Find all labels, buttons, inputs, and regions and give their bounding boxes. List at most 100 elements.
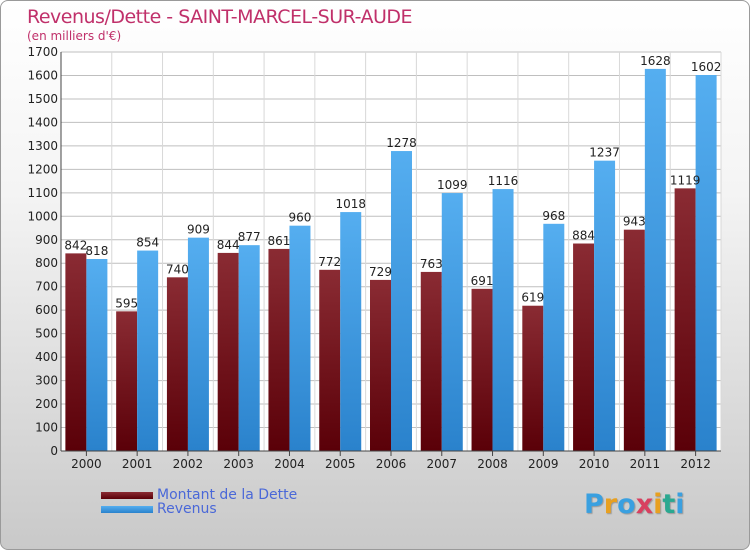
proxiti-logo: Proxiti (584, 489, 685, 520)
bar-dette (268, 248, 290, 451)
legend-swatch-dette (101, 491, 153, 499)
data-label: 1119 (670, 173, 701, 187)
data-label: 763 (420, 257, 443, 271)
logo-letter: i (675, 489, 685, 520)
data-label: 1602 (691, 60, 722, 74)
data-label: 1116 (488, 174, 519, 188)
bar-dette (420, 271, 442, 451)
chart-title: Revenus/Dette - SAINT-MARCEL-SUR-AUDE (27, 6, 413, 28)
bar-dette (522, 305, 544, 451)
data-label: 884 (572, 229, 595, 243)
bar-revenus (695, 75, 717, 452)
y-tick-label: 1100 (27, 186, 58, 200)
data-label: 854 (136, 236, 159, 250)
bar-dette (370, 279, 391, 451)
bar-dette (116, 311, 138, 451)
x-tick-label: 2004 (274, 457, 305, 471)
y-tick-label: 1600 (27, 68, 58, 82)
logo-letter: r (603, 489, 618, 520)
y-tick-label: 600 (35, 303, 58, 317)
bar-dette (319, 269, 341, 451)
y-tick-label: 1500 (27, 92, 58, 106)
x-tick-label: 2009 (528, 457, 559, 471)
x-tick-label: 2005 (325, 457, 356, 471)
x-tick-label: 2010 (579, 457, 610, 471)
data-label: 691 (471, 274, 494, 288)
data-label: 1628 (640, 54, 671, 68)
x-tick-label: 2011 (630, 457, 661, 471)
bar-revenus (644, 68, 666, 451)
data-label: 877 (238, 230, 261, 244)
data-label: 772 (318, 255, 341, 269)
data-label: 1099 (437, 178, 468, 192)
y-tick-label: 1700 (27, 45, 58, 59)
logo-letter: o (617, 489, 636, 520)
y-tick-label: 1400 (27, 115, 58, 129)
y-tick-label: 500 (35, 327, 58, 341)
y-tick-label: 100 (35, 421, 58, 435)
y-tick-label: 200 (35, 397, 58, 411)
data-label: 943 (623, 215, 646, 229)
bar-revenus (238, 245, 260, 451)
data-label: 740 (166, 262, 189, 276)
x-tick-label: 2008 (477, 457, 508, 471)
bar-dette (623, 229, 645, 451)
y-tick-label: 300 (35, 374, 58, 388)
bar-revenus (137, 250, 159, 451)
x-tick-label: 2006 (376, 457, 407, 471)
data-label: 861 (268, 234, 291, 248)
bar-dette (674, 188, 696, 451)
legend-label-revenus: Revenus (157, 501, 217, 517)
y-tick-label: 400 (35, 350, 58, 364)
data-label: 909 (187, 223, 210, 237)
bar-revenus (340, 212, 362, 451)
data-label: 729 (369, 265, 392, 279)
bar-dette (65, 253, 87, 451)
data-label: 960 (289, 211, 312, 225)
y-tick-label: 700 (35, 280, 58, 294)
bar-revenus (441, 193, 463, 452)
bar-revenus (86, 259, 108, 451)
y-tick-label: 900 (35, 233, 58, 247)
bar-revenus (492, 189, 514, 451)
legend-item-dette: Montant de la Dette (101, 487, 297, 503)
legend-item-revenus: Revenus (101, 501, 217, 517)
data-label: 1278 (386, 136, 417, 150)
bar-revenus (289, 225, 311, 451)
bar-dette (166, 277, 188, 451)
bar-dette (217, 252, 239, 451)
data-label: 968 (542, 209, 565, 223)
data-label: 818 (85, 244, 108, 258)
logo-letter: t (662, 489, 676, 520)
y-tick-label: 0 (50, 444, 58, 458)
y-tick-label: 800 (35, 256, 58, 270)
data-label: 1018 (335, 197, 366, 211)
logo-letter: i (653, 489, 663, 520)
bar-revenus (543, 223, 565, 451)
bar-dette (471, 288, 493, 451)
data-label: 842 (64, 238, 87, 252)
data-label: 619 (521, 291, 544, 305)
x-tick-label: 2000 (71, 457, 102, 471)
logo-letter: P (584, 489, 604, 520)
bar-revenus (391, 151, 412, 451)
logo-letter: x (635, 489, 654, 520)
y-tick-label: 1000 (27, 209, 58, 223)
x-tick-label: 2001 (122, 457, 153, 471)
bar-revenus (187, 237, 209, 451)
legend-label-dette: Montant de la Dette (157, 487, 298, 503)
chart-subtitle: (en milliers d'€) (27, 29, 122, 43)
x-tick-label: 2003 (223, 457, 254, 471)
data-label: 844 (217, 238, 240, 252)
x-tick-label: 2002 (173, 457, 204, 471)
bar-revenus (594, 160, 616, 451)
bar-dette (573, 243, 595, 451)
data-label: 595 (115, 296, 138, 310)
y-tick-label: 1200 (27, 162, 58, 176)
y-tick-label: 1300 (27, 139, 58, 153)
data-label: 1237 (589, 146, 620, 160)
x-tick-label: 2007 (426, 457, 457, 471)
legend-swatch-revenus (101, 505, 153, 513)
